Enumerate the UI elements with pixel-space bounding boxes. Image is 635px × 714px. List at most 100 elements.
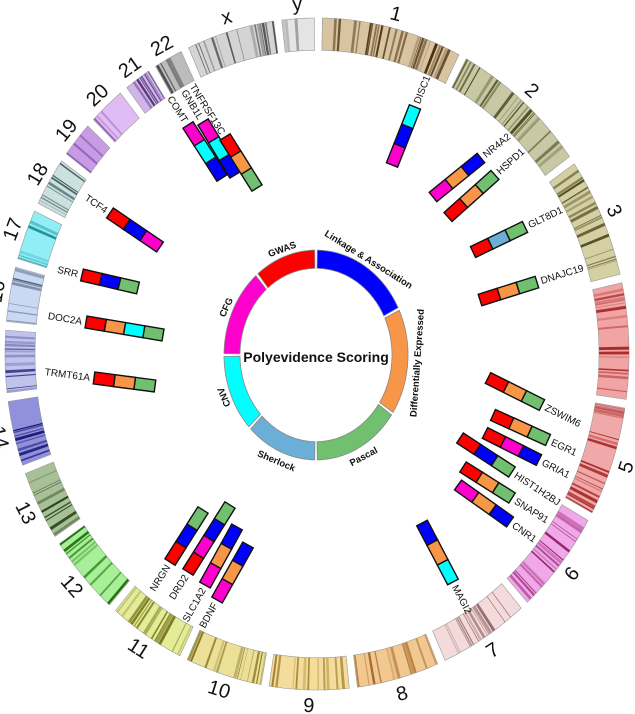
chromosome-label: 4 [631, 334, 635, 346]
cytoband [446, 623, 461, 653]
cytoband [539, 540, 564, 561]
cytoband [292, 656, 296, 690]
cytoband [512, 571, 535, 596]
chromosome-label: 10 [205, 676, 233, 704]
evidence-block-gwas [92, 371, 116, 388]
cytoband [556, 176, 584, 196]
cytoband [595, 298, 625, 306]
gene-bar-bdnf: BDNF [198, 541, 255, 630]
cytoband [165, 59, 182, 89]
cytoband [561, 186, 589, 204]
chromosome-body [37, 160, 87, 219]
cytoband [59, 525, 86, 546]
cytoband [593, 411, 624, 419]
cytoband [393, 30, 405, 63]
evidence-arc [379, 309, 409, 413]
cytoband [389, 647, 398, 679]
cytoband [18, 257, 47, 268]
cytoband [397, 31, 408, 64]
cytoband [552, 521, 578, 540]
evidence-arc [250, 415, 316, 461]
cytoband [521, 561, 545, 586]
cytoband [491, 591, 512, 618]
gene-bar-srr: SRR [56, 265, 141, 295]
cytoband [390, 646, 401, 679]
cytoband [47, 181, 75, 201]
cytoband [336, 18, 342, 52]
cytoband [177, 625, 192, 656]
cytoband [580, 460, 610, 473]
cytoband [136, 78, 156, 107]
evidence-block-cnv [400, 103, 422, 130]
evidence-arc [257, 249, 316, 289]
chromosome-y: y [281, 0, 315, 53]
evidence-block-cnv [436, 558, 460, 586]
cytoband [19, 250, 49, 263]
cytoband [568, 201, 597, 219]
cytoband [533, 547, 558, 570]
gene-label: DISC1 [412, 74, 433, 106]
cytoband [15, 430, 45, 442]
cytoband [584, 248, 614, 260]
cytoband [573, 214, 602, 229]
cytoband [302, 657, 307, 690]
evidence-block-gwas [105, 207, 132, 231]
cytoband [569, 486, 598, 504]
gene-label: HSPD1 [495, 146, 528, 177]
chromosome-label: 14 [0, 424, 13, 451]
cytoband [576, 222, 606, 238]
cytoband [430, 46, 444, 77]
cytoband [364, 22, 372, 55]
gene-label: NRGN [148, 563, 173, 594]
cytoband [13, 424, 43, 434]
chromosome-label: 16 [0, 279, 10, 305]
chromosome-label: 3 [601, 201, 626, 220]
cytoband [73, 543, 99, 566]
cytoband [93, 117, 117, 142]
cytoband [251, 651, 261, 684]
cytoband [167, 57, 185, 88]
cytoband [586, 255, 616, 267]
cytoband [350, 20, 357, 53]
chromosome-body [432, 583, 522, 661]
cytoband [597, 387, 628, 393]
cytoband [375, 25, 384, 58]
chromosome-label: 15 [0, 351, 1, 374]
chromosome-5: 5 [565, 402, 635, 514]
gene-label: DRD2 [168, 573, 192, 602]
cytoband [427, 44, 442, 76]
cytoband [284, 19, 291, 52]
cytoband [401, 643, 413, 675]
cytoband [456, 617, 473, 647]
cytoband [225, 32, 236, 64]
cytoband [452, 59, 469, 89]
cytoband [130, 597, 151, 625]
cytoband [249, 25, 259, 58]
cytoband [240, 648, 249, 680]
cytoband [509, 108, 533, 135]
cytoband [40, 196, 68, 213]
cytoband [587, 260, 617, 270]
cytoband [41, 194, 69, 211]
cytoband [598, 325, 628, 330]
gene-bar-dnajc19: DNAJC19 [477, 263, 586, 307]
cytoband [509, 574, 532, 600]
cytoband [565, 496, 593, 513]
cytoband [203, 40, 216, 72]
cytoband [599, 351, 629, 355]
evidence-label: Differentially Expressed [408, 309, 427, 418]
cytoband [71, 541, 96, 563]
cytoband [271, 21, 278, 54]
evidence-block-cfg [198, 561, 222, 589]
cytoband [470, 608, 488, 636]
cytoband [455, 61, 472, 91]
cytoband [307, 657, 310, 690]
gene-label: DOC2A [47, 311, 83, 328]
chromosome-14: 14 [0, 396, 52, 466]
cytoband [116, 586, 137, 613]
gene-bar-glt8d1: GLT8D1 [469, 205, 565, 259]
cytoband [498, 96, 519, 122]
evidence-block-cfg [210, 577, 234, 604]
cytoband [5, 350, 35, 353]
